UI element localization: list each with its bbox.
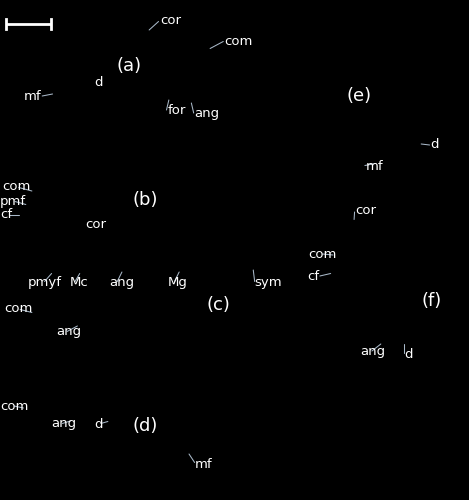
Text: ang: ang (52, 418, 77, 430)
Text: Mc: Mc (69, 276, 88, 289)
Text: ang: ang (360, 346, 386, 358)
Text: d: d (431, 138, 439, 151)
Text: cf: cf (0, 208, 12, 222)
Text: com: com (0, 400, 29, 412)
Text: cor: cor (356, 204, 377, 218)
Text: pmf: pmf (0, 194, 26, 207)
Text: com: com (2, 180, 31, 192)
Text: (f): (f) (421, 292, 442, 310)
Text: (e): (e) (346, 87, 371, 105)
Text: cf: cf (307, 270, 319, 282)
Text: (c): (c) (206, 296, 230, 314)
Text: com: com (224, 35, 253, 48)
Text: mf: mf (195, 458, 212, 470)
Text: for: for (168, 104, 186, 118)
Text: (d): (d) (133, 417, 158, 435)
Text: pmyf: pmyf (28, 276, 62, 289)
Text: cor: cor (160, 14, 182, 26)
Text: d: d (404, 348, 413, 360)
Text: (a): (a) (116, 57, 142, 75)
Text: d: d (94, 418, 102, 430)
Text: (b): (b) (133, 191, 158, 209)
Text: com: com (309, 248, 337, 260)
Text: com: com (5, 302, 33, 316)
Text: Mg: Mg (168, 276, 188, 289)
Text: d: d (94, 76, 103, 88)
Text: ang: ang (195, 108, 220, 120)
Text: mf: mf (366, 160, 384, 172)
Text: cor: cor (86, 218, 106, 230)
Text: sym: sym (255, 276, 282, 289)
Text: ang: ang (109, 276, 134, 289)
Text: ang: ang (56, 326, 82, 338)
Text: mf: mf (23, 90, 41, 102)
